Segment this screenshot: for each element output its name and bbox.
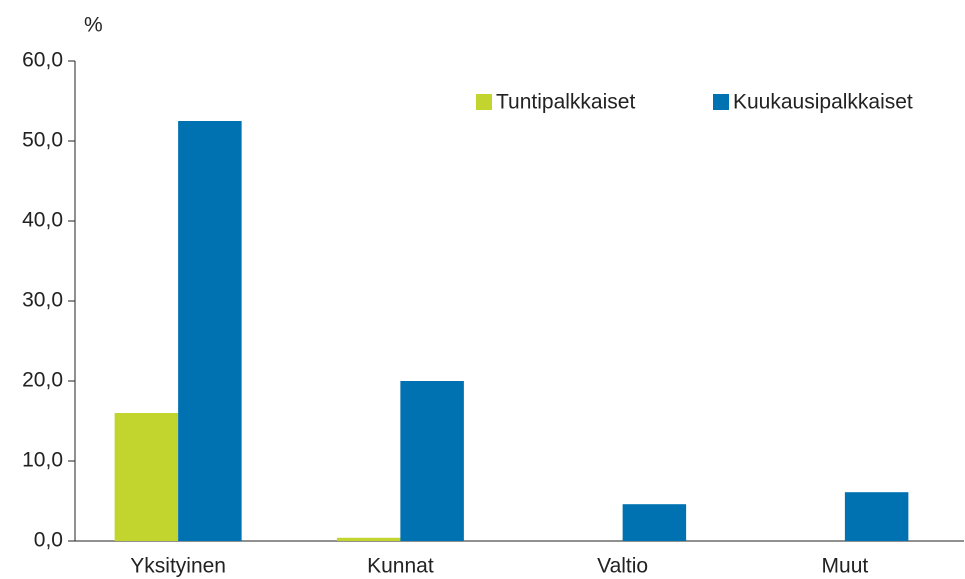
x-tick-label: Muut: [822, 555, 869, 578]
bar: [622, 504, 687, 541]
y-tick-label: 50,0: [22, 129, 63, 152]
y-tick-label: 20,0: [22, 369, 63, 392]
bar: [178, 121, 242, 541]
y-axis-label: %: [84, 14, 103, 37]
x-tick-label: Valtio: [597, 555, 648, 578]
legend-swatch: [713, 94, 729, 110]
bar: [336, 537, 401, 541]
y-tick-label: 30,0: [22, 289, 63, 312]
legend-label: Tuntipalkkaiset: [496, 91, 635, 114]
x-tick-label: Yksityinen: [130, 555, 226, 578]
y-tick-label: 40,0: [22, 209, 63, 232]
legend-swatch: [476, 94, 492, 110]
y-tick-label: 0,0: [34, 529, 63, 552]
bar: [400, 381, 464, 541]
legend-label: Kuukausipalkkaiset: [733, 91, 913, 114]
bar: [114, 413, 179, 541]
x-tick-label: Kunnat: [367, 555, 434, 578]
bar: [844, 492, 909, 541]
y-tick-label: 60,0: [22, 49, 63, 72]
y-tick-label: 10,0: [22, 449, 63, 472]
